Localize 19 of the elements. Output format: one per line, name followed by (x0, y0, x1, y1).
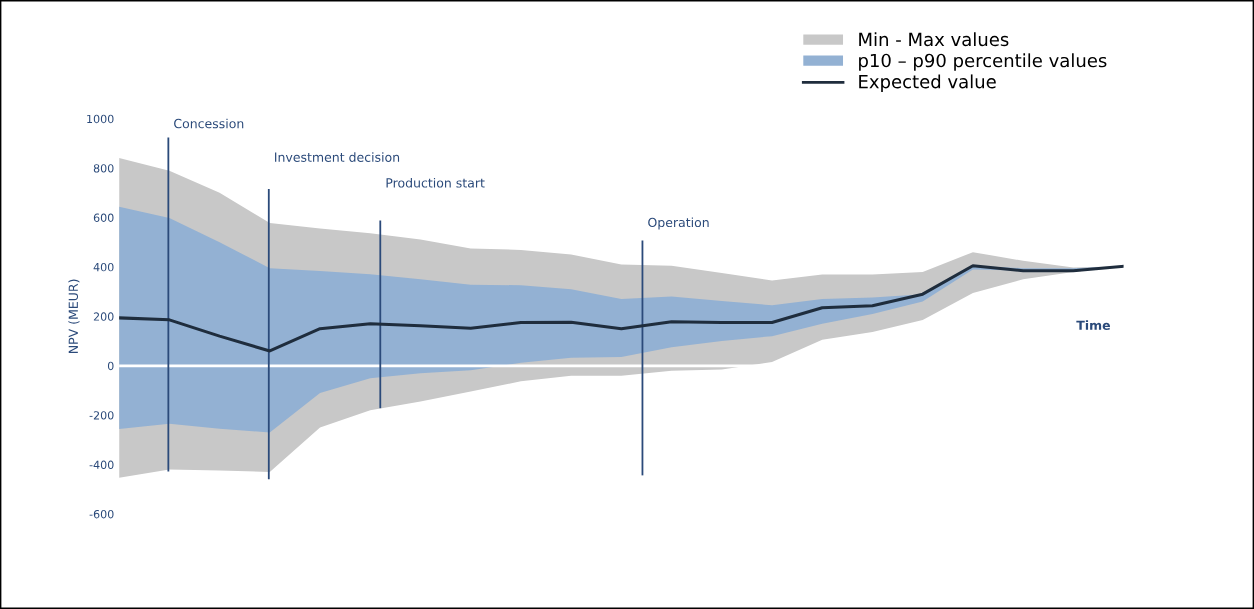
legend-label: p10 – p90 percentile values (859, 53, 1107, 71)
y-tick-label: 400 (93, 262, 114, 272)
y-tick-label: 0 (107, 361, 114, 371)
y-tick-label: 1000 (87, 114, 114, 124)
annotation: Investment decision (275, 152, 400, 162)
y-tick-label: 800 (93, 164, 114, 173)
y-tick-label: 200 (93, 312, 114, 321)
annotation: Concession (174, 118, 244, 129)
y-tick-label: -600 (89, 509, 114, 519)
annotation: Operation (648, 217, 709, 230)
legend-label: Expected value (859, 74, 996, 92)
line-series (119, 264, 1124, 353)
annotation: Production start (386, 177, 485, 188)
y-tick-label: -200 (89, 411, 114, 420)
legend-label: Min - Max values (859, 32, 1009, 47)
y-tick-label: -400 (89, 460, 114, 469)
y-tick-label: 600 (93, 213, 114, 222)
y-axis-title: NPV (MEUR) (68, 279, 80, 353)
x-axis-title: Time (1076, 320, 1110, 330)
